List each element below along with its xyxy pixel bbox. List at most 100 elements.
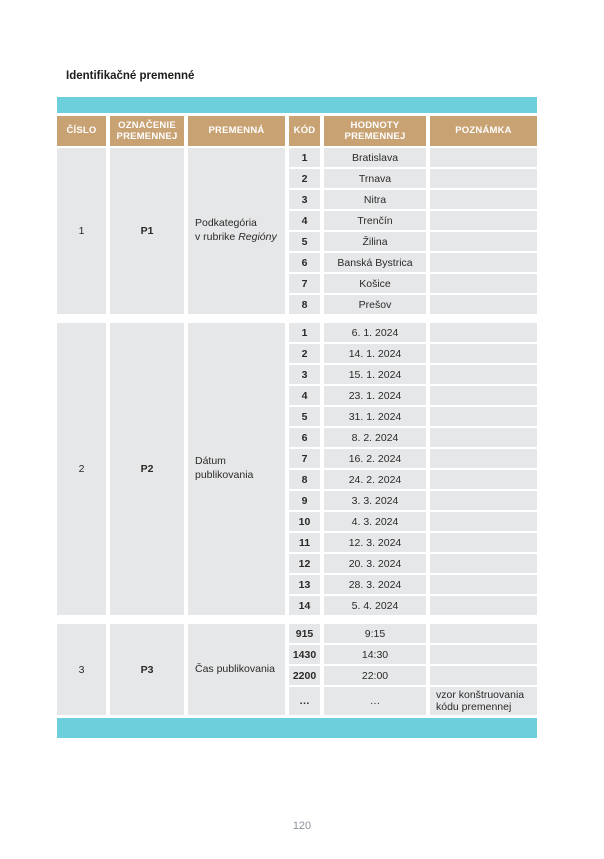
value-cell: Prešov [324, 295, 426, 314]
code-cell: 1 [289, 323, 320, 342]
note-cell [430, 232, 537, 251]
value-cell: Nitra [324, 190, 426, 209]
table-section: 1 P1 Podkategória v rubrike Regióny 1 Bratisl… [57, 148, 537, 314]
column-header-oznacenie-premennej: OZNAČENIE PREMENNEJ [110, 116, 184, 146]
note-cell [430, 512, 537, 531]
note-cell [430, 575, 537, 594]
note-cell [430, 596, 537, 615]
section-number-cell: 1 [57, 148, 106, 314]
variable-name-text: v rubrike [195, 231, 239, 243]
code-cell: 14 [289, 596, 320, 615]
note-cell [430, 148, 537, 167]
page-title: Identifikačné premenné [66, 70, 195, 82]
variable-name-line: Podkategória [195, 217, 257, 231]
note-cell [430, 666, 537, 685]
identification-variables-table: ČÍSLO OZNAČENIE PREMENNEJ PREMENNÁ KÓD H… [57, 97, 537, 738]
variable-name-line: publikovania [195, 469, 253, 483]
value-cell: 16. 2. 2024 [324, 449, 426, 468]
note-cell [430, 274, 537, 293]
note-cell [430, 470, 537, 489]
value-cell: 15. 1. 2024 [324, 365, 426, 384]
value-cell: 22:00 [324, 666, 426, 685]
value-cell: … [324, 687, 426, 715]
variable-name-line: v rubrike Regióny [195, 231, 277, 245]
column-header-poznamka: POZNÁMKA [430, 116, 537, 146]
note-cell [430, 491, 537, 510]
table-body: 1 P1 Podkategória v rubrike Regióny 1 Bratisl… [57, 148, 537, 715]
value-cell: 6. 1. 2024 [324, 323, 426, 342]
variable-name-cell: Čas publikovania [188, 624, 285, 715]
value-cell: 28. 3. 2024 [324, 575, 426, 594]
variable-name-italic-text: Regióny [238, 231, 277, 243]
note-cell [430, 428, 537, 447]
value-cell: 14:30 [324, 645, 426, 664]
variable-name-text: Dátum [195, 455, 226, 468]
value-cell: Bratislava [324, 148, 426, 167]
note-cell: vzor konštruovania kódu premennej [430, 687, 537, 715]
value-cell: 8. 2. 2024 [324, 428, 426, 447]
value-cell: Banská Bystrica [324, 253, 426, 272]
code-cell: 5 [289, 232, 320, 251]
value-cell: Trnava [324, 169, 426, 188]
code-cell: 11 [289, 533, 320, 552]
column-header-hodnoty-premennej: HODNOTY PREMENNEJ [324, 116, 426, 146]
variable-name-text: Podkategória [195, 217, 257, 230]
value-cell: 24. 2. 2024 [324, 470, 426, 489]
code-cell: 8 [289, 470, 320, 489]
value-cell: 31. 1. 2024 [324, 407, 426, 426]
value-cell: 4. 3. 2024 [324, 512, 426, 531]
value-cell: 9:15 [324, 624, 426, 643]
variable-designation-cell: P1 [110, 148, 184, 314]
note-cell [430, 253, 537, 272]
code-cell: 3 [289, 190, 320, 209]
code-cell: 5 [289, 407, 320, 426]
value-cell: 20. 3. 2024 [324, 554, 426, 573]
value-cell: 12. 3. 2024 [324, 533, 426, 552]
note-cell [430, 211, 537, 230]
note-cell [430, 344, 537, 363]
code-cell: 6 [289, 428, 320, 447]
table-bottom-accent-bar [57, 718, 537, 738]
value-cell: 23. 1. 2024 [324, 386, 426, 405]
section-number-cell: 2 [57, 323, 106, 615]
note-cell [430, 449, 537, 468]
note-cell [430, 190, 537, 209]
code-cell: 2 [289, 344, 320, 363]
note-cell [430, 295, 537, 314]
value-cell: Trenčín [324, 211, 426, 230]
code-cell: 1430 [289, 645, 320, 664]
variable-name-text: Čas publikovania [195, 662, 275, 675]
page-number: 120 [292, 820, 312, 832]
note-cell [430, 365, 537, 384]
code-cell: 2200 [289, 666, 320, 685]
variable-name-cell: Dátum publikovania [188, 323, 285, 615]
code-cell: … [289, 687, 320, 715]
code-cell: 8 [289, 295, 320, 314]
code-cell: 4 [289, 386, 320, 405]
code-cell: 7 [289, 274, 320, 293]
variable-name-cell: Podkategória v rubrike Regióny [188, 148, 285, 314]
value-cell: 3. 3. 2024 [324, 491, 426, 510]
variable-name-line: Dátum [195, 455, 226, 469]
code-cell: 915 [289, 624, 320, 643]
table-section: 2 P2 Dátum publikovania 1 6. 1. 2024 2 14. 1. 2… [57, 323, 537, 615]
note-cell [430, 554, 537, 573]
column-header-cislo: ČÍSLO [57, 116, 106, 146]
value-cell: 14. 1. 2024 [324, 344, 426, 363]
note-cell [430, 407, 537, 426]
code-cell: 12 [289, 554, 320, 573]
table-header-row: ČÍSLO OZNAČENIE PREMENNEJ PREMENNÁ KÓD H… [57, 116, 537, 146]
note-cell [430, 169, 537, 188]
code-cell: 10 [289, 512, 320, 531]
variable-designation-cell: P3 [110, 624, 184, 715]
value-cell: Žilina [324, 232, 426, 251]
section-number-cell: 3 [57, 624, 106, 715]
column-header-premenna: PREMENNÁ [188, 116, 285, 146]
note-cell [430, 533, 537, 552]
value-cell: 5. 4. 2024 [324, 596, 426, 615]
code-cell: 2 [289, 169, 320, 188]
column-header-kod: KÓD [289, 116, 320, 146]
note-cell [430, 645, 537, 664]
note-cell [430, 323, 537, 342]
